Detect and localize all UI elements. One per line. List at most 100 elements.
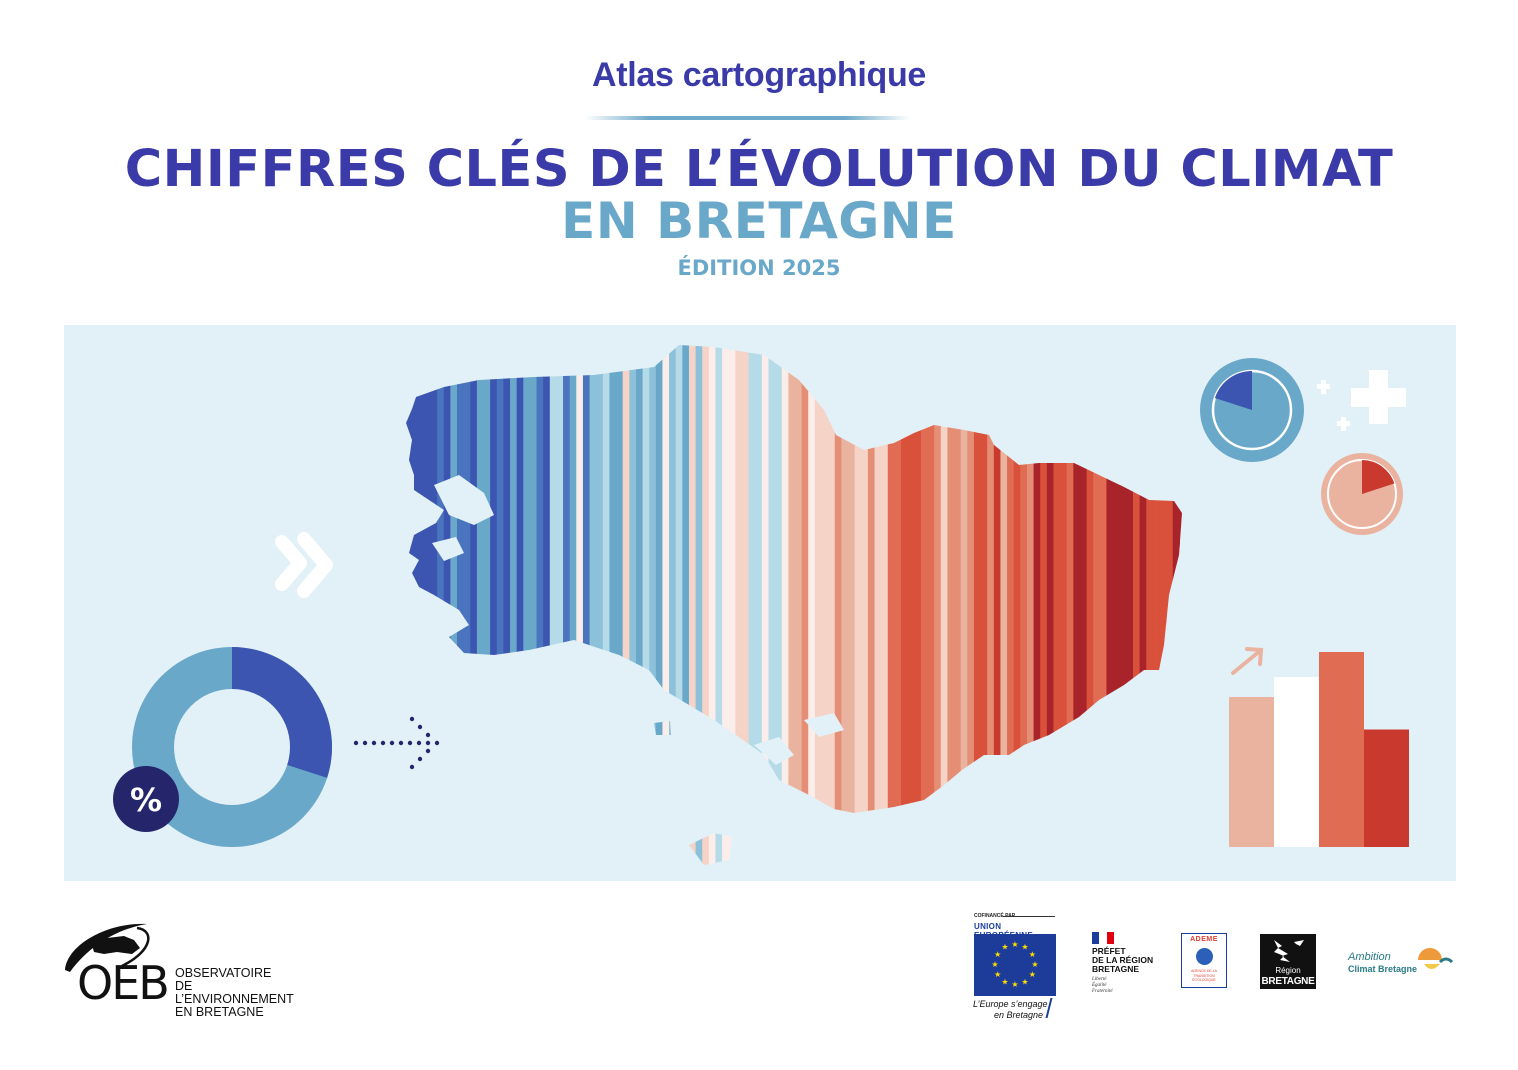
subtitle-underline xyxy=(585,116,910,120)
eu-stars-icon: ★★★★★★★★★ ★ ★★ xyxy=(991,940,1038,989)
warming-stripe xyxy=(967,345,975,865)
warming-stripe xyxy=(947,345,955,865)
warming-stripe xyxy=(616,345,624,865)
eu-star-icon: ★ xyxy=(1001,977,1008,986)
warming-stripe xyxy=(1066,345,1074,865)
warming-stripe xyxy=(1020,345,1028,865)
warming-stripe xyxy=(622,345,630,865)
bar-icon-column xyxy=(1274,677,1319,847)
oeb-swoosh-icon xyxy=(65,923,150,972)
eu-cofinance-label: COFINANCÉ PAR xyxy=(974,913,1016,919)
eu-star-icon: ★ xyxy=(1021,977,1028,986)
percent-symbol: % xyxy=(130,781,162,819)
warming-stripe xyxy=(907,345,915,865)
warming-stripe xyxy=(934,345,942,865)
warming-stripe xyxy=(1073,345,1081,865)
warming-stripe xyxy=(417,345,425,865)
warming-stripe xyxy=(510,345,518,865)
region-bretagne-logo[interactable]: Région BRETAGNE xyxy=(1260,934,1316,989)
warming-stripe xyxy=(980,345,988,865)
eu-slogan-line2: en Bretagne xyxy=(994,1010,1044,1020)
warming-stripe xyxy=(655,345,664,865)
warming-stripe xyxy=(549,345,558,865)
warming-stripe xyxy=(1013,345,1021,865)
cover-illustration: % xyxy=(64,325,1456,881)
eu-star-icon: ★ xyxy=(1029,970,1036,979)
warming-stripe xyxy=(430,345,438,865)
eu-flag-icon: ★ ★ ★ ★ ★ ★ ★ ★ ★ ★ ★ ★ xyxy=(974,934,1056,996)
warming-stripe xyxy=(649,345,657,865)
warming-stripe xyxy=(410,345,418,865)
prefet-logo[interactable]: PRÉFET DE LA RÉGION BRETAGNE Liberté Éga… xyxy=(1090,932,1170,997)
warming-stripe xyxy=(881,345,889,865)
blue-pie-icon xyxy=(1200,358,1304,462)
ademe-logo[interactable]: ADEME AGENCE DE LA TRANSITION ÉCOLOGIQUE xyxy=(1181,933,1227,988)
warming-stripe xyxy=(834,345,842,865)
edition-label: ÉDITION 2025 xyxy=(677,256,841,280)
ademe-tagline: AGENCE DE LA TRANSITION ÉCOLOGIQUE xyxy=(1184,969,1224,983)
illustration-svg: % xyxy=(113,345,1409,865)
warming-stripe xyxy=(503,345,511,865)
warming-stripe xyxy=(808,345,816,865)
warming-stripe xyxy=(543,345,551,865)
warming-stripe xyxy=(675,345,683,865)
warming-stripe xyxy=(470,345,478,865)
warming-stripe xyxy=(457,345,465,865)
oeb-name-line1: OBSERVATOIRE xyxy=(175,966,272,980)
warming-stripe xyxy=(569,345,577,865)
warming-stripe xyxy=(848,345,856,865)
prefet-line1: PRÉFET xyxy=(1092,946,1126,956)
warming-stripe xyxy=(516,345,524,865)
ademe-tagline-1: AGENCE DE LA xyxy=(1191,969,1217,973)
warming-stripe xyxy=(463,345,471,865)
ambition-climat-logo[interactable]: Ambition Climat Bretagne xyxy=(1346,948,1456,983)
warming-stripe xyxy=(1172,345,1180,865)
region-label: Région xyxy=(1275,966,1301,975)
warming-stripe xyxy=(715,345,723,865)
warming-stripe xyxy=(523,345,531,865)
warming-stripe xyxy=(748,345,756,865)
warming-stripe xyxy=(669,345,677,865)
warming-stripe xyxy=(841,345,849,865)
ademe-tagline-3: ÉCOLOGIQUE xyxy=(1192,978,1216,982)
eu-star-icon: ★ xyxy=(994,970,1001,979)
double-chevron-icon xyxy=(275,532,333,598)
oeb-full-name: OBSERVATOIRE DE L’ENVIRONNEMENT EN BRETA… xyxy=(175,967,312,1019)
warming-stripe xyxy=(722,345,730,865)
warming-stripe xyxy=(483,345,491,865)
bar-icon-column xyxy=(1229,697,1274,847)
ambition-label: Ambition xyxy=(1348,951,1391,963)
warming-stripe xyxy=(781,345,789,865)
warming-stripe xyxy=(768,345,776,865)
red-pie-icon xyxy=(1321,453,1403,535)
warming-stripe xyxy=(602,345,611,865)
eu-star-icon: ★ xyxy=(1001,943,1008,952)
warming-stripe xyxy=(1000,345,1008,865)
prefet-motto: Liberté Égalité Fraternité xyxy=(1092,977,1113,995)
warming-stripe xyxy=(973,345,982,865)
marianne-flag-icon xyxy=(1092,932,1114,944)
warming-stripe xyxy=(761,345,770,865)
warming-stripe xyxy=(423,345,432,865)
eu-logo[interactable]: COFINANCÉ PAR UNION EUROPÉENNE ★★★★★★★★★… xyxy=(972,912,1057,1020)
region-emblem-icon xyxy=(1274,940,1304,962)
warming-stripe xyxy=(1046,345,1055,865)
warming-stripe xyxy=(662,345,670,865)
warming-stripe xyxy=(867,345,876,865)
warming-stripe xyxy=(940,345,949,865)
motto-line3: Fraternité xyxy=(1092,989,1113,994)
warming-stripe xyxy=(529,345,538,865)
warming-stripe xyxy=(404,345,412,865)
oeb-logo[interactable]: OEB OBSERVATOIRE DE L’ENVIRONNEMENT EN B… xyxy=(62,920,312,1019)
warming-stripe xyxy=(735,345,743,865)
warming-stripe xyxy=(801,345,809,865)
globe-icon xyxy=(1196,948,1213,965)
warming-stripe xyxy=(887,345,896,865)
warming-stripe xyxy=(708,345,717,865)
warming-stripe xyxy=(596,345,604,865)
warming-stripe xyxy=(642,345,650,865)
warming-stripe xyxy=(490,345,498,865)
bar-chart-icon xyxy=(1229,647,1409,847)
warming-stripe xyxy=(576,345,584,865)
eu-star-icon: ★ xyxy=(1021,943,1028,952)
